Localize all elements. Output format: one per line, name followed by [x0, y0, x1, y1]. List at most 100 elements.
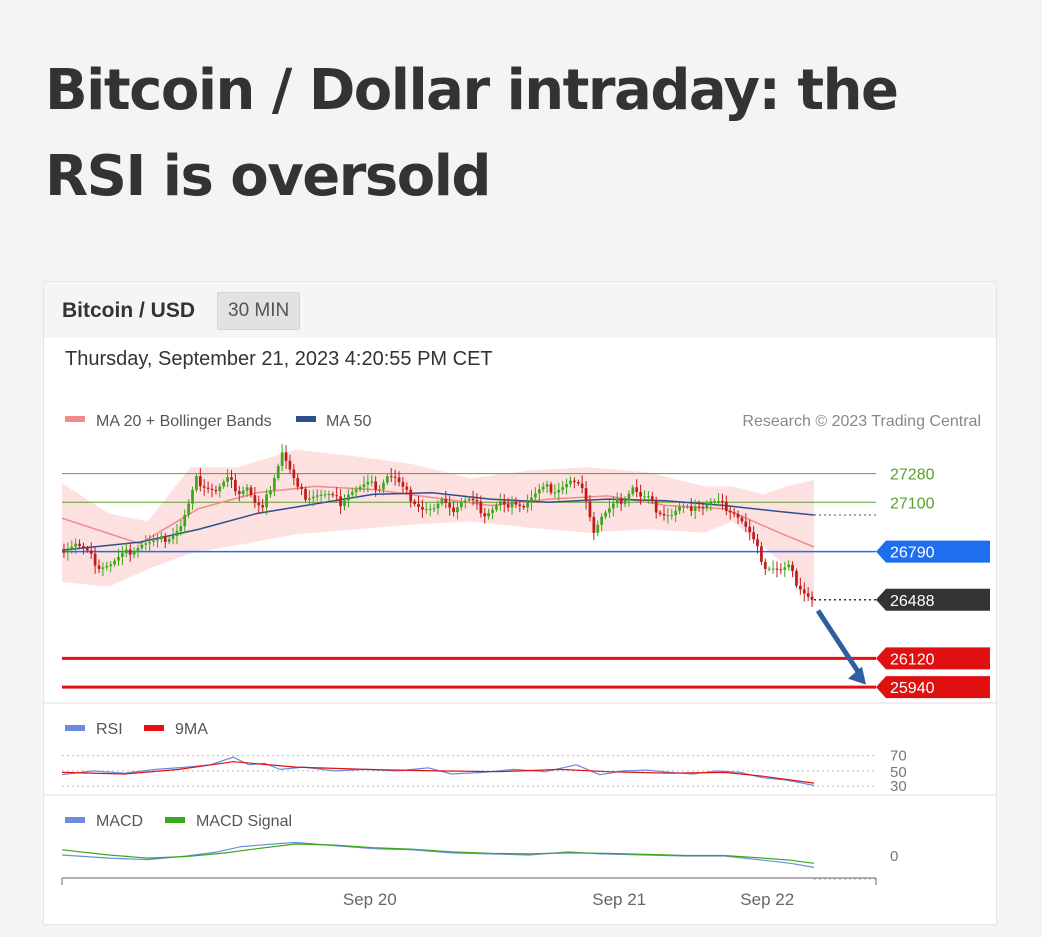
candle-body	[713, 501, 717, 503]
candle-body	[428, 508, 432, 510]
candle-body	[175, 531, 179, 537]
candle-body	[705, 504, 709, 509]
candle-body	[728, 510, 732, 513]
candle-body	[159, 536, 163, 540]
candle-body	[288, 460, 292, 470]
candle-body	[611, 503, 615, 509]
rsi-tick-label: 30	[890, 778, 907, 795]
last-price-tag	[876, 588, 990, 611]
candle-body	[343, 500, 346, 507]
timeframe-badge[interactable]: 30 MIN	[217, 292, 301, 330]
candle-body	[495, 505, 498, 510]
candle-body	[105, 565, 109, 568]
candle-body	[448, 502, 452, 508]
candle-body	[276, 465, 280, 479]
support-price-label: 26120	[890, 651, 935, 668]
candle-body	[397, 477, 401, 483]
candle-body	[249, 487, 253, 496]
candle-body	[798, 585, 802, 590]
candle-body	[756, 539, 759, 547]
candle-body	[810, 596, 814, 600]
candle-body	[132, 551, 136, 555]
candle-body	[760, 546, 763, 562]
candle-body	[619, 498, 623, 504]
candle-body	[724, 501, 728, 511]
resistance-price-label: 27100	[890, 495, 935, 512]
candle-body	[335, 495, 339, 497]
candle-body	[241, 490, 245, 495]
candle-body	[650, 496, 654, 501]
candle-body	[779, 569, 783, 571]
candle-body	[378, 489, 381, 491]
candle-body	[471, 498, 475, 501]
candle-body	[171, 536, 175, 540]
macd-tick-label: 0	[890, 848, 898, 865]
candle-body	[179, 526, 183, 532]
candle-body	[370, 481, 374, 483]
price-panel: 27280 27100 26790 26488 26120 25940	[61, 444, 990, 699]
candle-body	[463, 500, 467, 503]
candle-body	[198, 476, 202, 487]
candle-body	[66, 549, 70, 553]
candle-body	[366, 481, 370, 485]
candle-body	[432, 508, 436, 510]
candle-body	[226, 477, 229, 482]
price-legend: MA 20 + Bollinger Bands MA 50 Research ©…	[65, 413, 981, 430]
candle-body	[732, 512, 736, 514]
legend-ma50-label: MA 50	[326, 413, 371, 430]
candle-body	[775, 568, 779, 570]
candle-body	[701, 507, 705, 509]
candle-body	[405, 486, 409, 490]
candle-body	[97, 565, 101, 569]
projection-arrow-shaft	[815, 609, 863, 677]
candle-body	[117, 556, 120, 561]
candle-body	[144, 543, 148, 545]
legend-swatch-rsi	[65, 725, 85, 731]
legend-swatch-rsi-ma	[144, 725, 164, 731]
candle-body	[467, 498, 471, 501]
candle-body	[424, 509, 428, 511]
candle-body	[689, 506, 693, 511]
candle-body	[717, 501, 720, 503]
candle-body	[191, 489, 194, 504]
candle-body	[195, 476, 198, 490]
candle-body	[347, 494, 350, 501]
legend-swatch-macd-signal	[165, 817, 185, 823]
candle-body	[662, 513, 666, 516]
legend-macd-label: MACD	[96, 813, 143, 830]
candle-body	[767, 568, 771, 570]
candle-body	[374, 481, 378, 490]
candle-body	[526, 502, 529, 508]
candle-body	[234, 479, 237, 492]
candle-body	[444, 499, 448, 503]
candle-body	[748, 526, 752, 533]
rsi-legend: RSI 9MA	[65, 721, 208, 738]
candle-body	[78, 543, 81, 546]
candle-body	[385, 476, 389, 483]
copyright-text: Research © 2023 Trading Central	[742, 413, 981, 430]
macd-panel: 0	[61, 841, 898, 880]
candle-body	[514, 501, 518, 505]
candle-body	[518, 504, 522, 506]
candle-body	[545, 484, 549, 487]
candle-body	[522, 505, 526, 508]
candle-body	[253, 495, 257, 503]
pivot-price-label: 26790	[890, 545, 935, 562]
candle-body	[580, 483, 584, 489]
last-price-label: 26488	[890, 593, 935, 610]
candle-body	[167, 539, 171, 542]
candle-body	[452, 507, 455, 513]
candle-body	[537, 489, 541, 494]
x-axis: Sep 20 Sep 21 Sep 22	[61, 877, 877, 909]
candle-body	[596, 524, 600, 533]
x-tick-label: Sep 22	[740, 890, 794, 909]
x-tick-label: Sep 21	[592, 890, 646, 909]
candle-body	[510, 501, 514, 508]
candle-body	[483, 513, 487, 517]
candle-body	[389, 476, 393, 478]
ma50-line	[61, 491, 815, 551]
widget-header: Bitcoin / USD 30 MIN	[44, 282, 996, 338]
candle-body	[682, 506, 685, 508]
price-chart: MA 20 + Bollinger Bands MA 50 Research ©…	[44, 413, 996, 909]
candle-body	[121, 553, 124, 557]
